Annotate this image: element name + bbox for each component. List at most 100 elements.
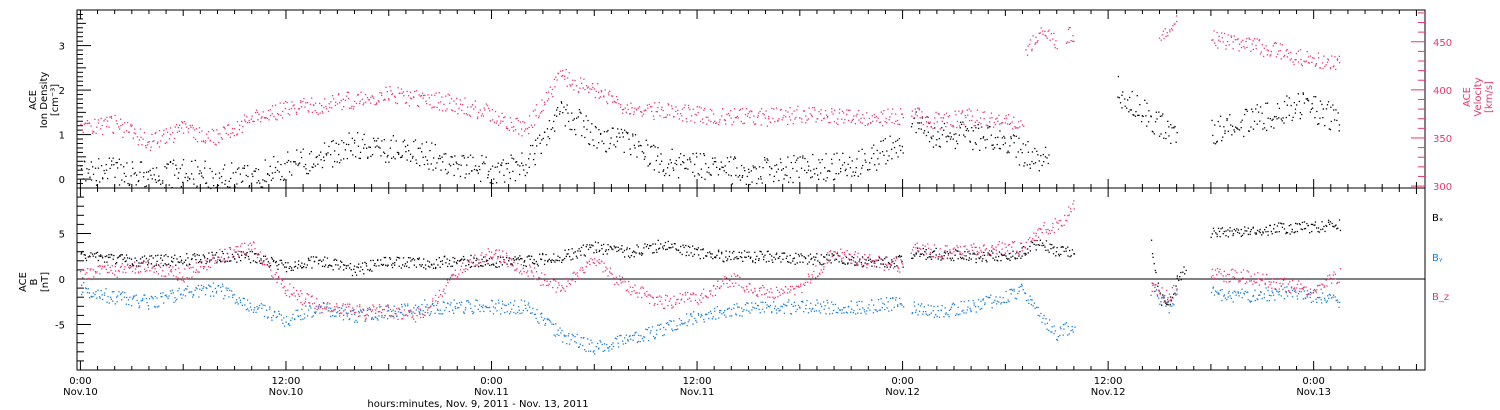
bx-point (263, 255, 265, 257)
velocity-point (403, 95, 405, 97)
density-point (523, 169, 525, 171)
by-point (954, 314, 957, 316)
by-point (172, 292, 174, 294)
velocity-point (758, 112, 760, 114)
by-point (342, 305, 344, 307)
density-point (424, 156, 427, 158)
by-point (1326, 300, 1328, 302)
velocity-point (402, 91, 404, 93)
density-point (455, 161, 457, 163)
bx-point (758, 258, 760, 260)
bx-point (606, 253, 608, 255)
bx-point (899, 256, 901, 258)
density-point (475, 169, 478, 171)
bx-point (493, 264, 495, 266)
bx-point (615, 246, 617, 248)
velocity-point (97, 122, 100, 124)
bx-point (925, 258, 927, 260)
velocity-point (143, 132, 146, 134)
velocity-point (659, 115, 661, 117)
density-point (375, 140, 378, 142)
by-point (1164, 300, 1166, 302)
velocity-point (338, 93, 340, 95)
by-point (720, 309, 722, 312)
density-point (1296, 104, 1298, 106)
density-point (480, 180, 482, 182)
bx-point (564, 257, 566, 260)
by-point (679, 324, 681, 326)
bz-point (157, 273, 160, 275)
density-point (835, 173, 837, 175)
velocity-point (1294, 59, 1296, 61)
by-point (681, 322, 683, 324)
by-point (900, 303, 902, 305)
bx-point (347, 264, 349, 267)
bx-point (444, 255, 446, 257)
density-point (999, 130, 1001, 132)
density-point (1031, 160, 1033, 163)
by-point (824, 305, 826, 307)
by-point (120, 292, 122, 294)
density-point (928, 122, 930, 125)
by-point (223, 298, 225, 300)
bx-point (206, 258, 209, 260)
bx-point (542, 253, 544, 256)
density-point (999, 148, 1001, 150)
bz-point (320, 306, 322, 309)
density-point (504, 181, 506, 183)
bx-point (1286, 232, 1289, 234)
density-point (485, 156, 487, 158)
velocity-point (1219, 40, 1221, 43)
velocity-point (550, 93, 553, 95)
bz-point (105, 268, 107, 271)
by-point (716, 306, 719, 308)
velocity-point (157, 141, 159, 143)
bx-point (1267, 234, 1269, 236)
bx-point (832, 254, 834, 256)
velocity-point (404, 102, 407, 104)
velocity-point (1227, 34, 1229, 36)
bx-point (653, 251, 655, 254)
bz-point (169, 270, 171, 272)
bx-point (293, 266, 296, 268)
density-point (873, 153, 875, 155)
bx-point (391, 266, 394, 269)
velocity-point (246, 116, 248, 118)
velocity-point (516, 117, 518, 119)
velocity-point (1288, 52, 1290, 54)
bx-point (254, 253, 257, 255)
by-point (467, 300, 469, 302)
density-point (247, 175, 249, 178)
bx-point (492, 263, 494, 265)
velocity-point (434, 94, 436, 96)
velocity-point (414, 90, 416, 93)
density-point (686, 159, 689, 161)
by-point (1243, 293, 1246, 295)
by-point (721, 313, 723, 315)
by-point (497, 299, 500, 301)
by-point (129, 296, 131, 298)
by-point (480, 305, 483, 308)
velocity-point (1046, 37, 1048, 39)
bx-point (1265, 226, 1267, 228)
by-point (422, 310, 424, 312)
velocity-point (193, 136, 195, 139)
velocity-point (365, 101, 367, 103)
velocity-point (243, 114, 246, 116)
density-point (260, 186, 262, 188)
velocity-point (1048, 29, 1050, 31)
density-point (616, 136, 618, 138)
density-point (537, 137, 539, 139)
bx-point (263, 260, 265, 262)
by-point (957, 314, 959, 316)
density-point (512, 170, 514, 172)
velocity-point (535, 115, 537, 117)
bx-point (213, 257, 215, 259)
by-point (647, 339, 650, 342)
by-point (1312, 289, 1315, 292)
density-point (400, 156, 402, 159)
bx-point (988, 253, 990, 255)
velocity-point (976, 119, 978, 122)
density-point (1018, 137, 1020, 139)
density-point (459, 175, 462, 178)
